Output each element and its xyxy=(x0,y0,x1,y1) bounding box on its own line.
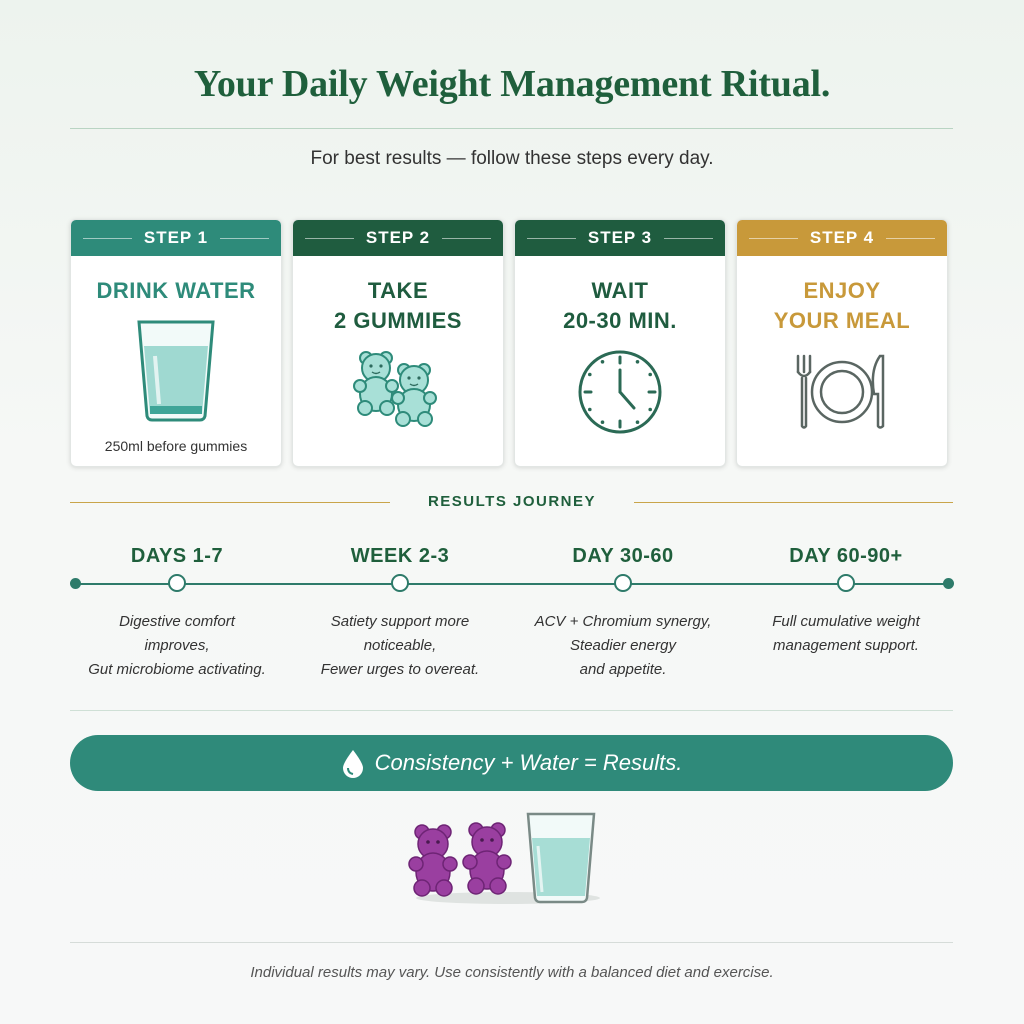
stage-title-3: DAY 30-60 xyxy=(572,545,674,567)
journey-label: RESULTS JOURNEY xyxy=(427,493,597,510)
footer-divider xyxy=(70,942,953,943)
step-header-2: STEP 2 xyxy=(293,220,503,256)
step-title-4-line-2: YOUR MEAL xyxy=(773,308,911,333)
timeline-node-2 xyxy=(391,574,409,592)
timeline-start-dot xyxy=(70,578,81,589)
step-header-1: STEP 1 xyxy=(71,220,281,256)
timeline-node-3 xyxy=(614,574,632,592)
step-title-1-line-1: DRINK WATER xyxy=(96,278,256,303)
banner-text: Consistency + Water = Results. xyxy=(374,750,683,775)
step-label-4: STEP 4 xyxy=(809,228,875,247)
journey-divider-right xyxy=(634,502,953,503)
page-subtitle: For best results — follow these steps ev… xyxy=(310,148,714,169)
water-glass-small-icon xyxy=(526,812,596,904)
step-title-3-line-1: WAIT xyxy=(591,278,649,303)
step-title-1: DRINK WATER xyxy=(71,276,281,306)
stage-desc-1-line-2: improves, xyxy=(144,637,210,654)
stage-desc-3-line-1: ACV + Chromium synergy, xyxy=(534,613,712,630)
stage-desc-2-line-2: noticeable, xyxy=(363,637,437,654)
stage-desc-4-line-2: management support. xyxy=(773,637,919,654)
timeline-line xyxy=(75,583,949,585)
disclaimer-text: Individual results may vary. Use consist… xyxy=(250,964,774,981)
gummy-bears-icon xyxy=(293,350,503,430)
stage-desc-2-line-3: Fewer urges to overeat. xyxy=(320,661,480,678)
stage-desc-4: Full cumulative weight management suppor… xyxy=(736,610,956,658)
stage-title-1: DAYS 1-7 xyxy=(130,545,224,567)
stage-desc-1: Digestive comfort improves, Gut microbio… xyxy=(67,610,287,682)
step-title-2-line-1: TAKE xyxy=(367,278,429,303)
step-note-1: 250ml before gummies xyxy=(104,438,248,454)
step-label-2: STEP 2 xyxy=(365,228,431,247)
stage-desc-2-line-1: Satiety support more xyxy=(330,613,470,630)
step-card-3: STEP 3 WAIT 20-30 MIN. xyxy=(514,219,726,467)
journey-divider-left xyxy=(70,502,390,503)
timeline-node-4 xyxy=(837,574,855,592)
step-header-4: STEP 4 xyxy=(737,220,947,256)
step-card-2: STEP 2 TAKE 2 GUMMIES xyxy=(292,219,504,467)
clock-icon xyxy=(515,348,725,436)
stage-desc-4-line-1: Full cumulative weight xyxy=(772,613,920,630)
step-card-1: STEP 1 DRINK WATER 250ml before gummies xyxy=(70,219,282,467)
timeline-end-dot xyxy=(943,578,954,589)
timeline-node-1 xyxy=(168,574,186,592)
water-drop-icon xyxy=(341,748,365,778)
banner-divider xyxy=(70,710,953,711)
step-title-3: WAIT 20-30 MIN. xyxy=(515,276,725,336)
purple-gummy-bear-icon xyxy=(408,824,458,897)
plate-cutlery-icon xyxy=(737,350,947,434)
step-title-3-line-2: 20-30 MIN. xyxy=(563,308,677,333)
stage-desc-3-line-3: and appetite. xyxy=(579,661,667,678)
stage-desc-3: ACV + Chromium synergy, Steadier energy … xyxy=(513,610,733,682)
consistency-banner: Consistency + Water = Results. xyxy=(70,735,953,791)
stage-desc-3-line-2: Steadier energy xyxy=(570,637,676,654)
stage-desc-1-line-1: Digestive comfort xyxy=(119,613,235,630)
stage-title-2: WEEK 2-3 xyxy=(350,545,450,567)
title-divider xyxy=(70,128,953,129)
step-title-2-line-2: 2 GUMMIES xyxy=(334,308,462,333)
water-glass-icon xyxy=(71,316,281,426)
step-header-3: STEP 3 xyxy=(515,220,725,256)
gummies-and-water-illustration xyxy=(408,812,618,912)
stage-desc-1-line-3: Gut microbiome activating. xyxy=(88,661,266,678)
stage-desc-2: Satiety support more noticeable, Fewer u… xyxy=(290,610,510,682)
step-label-1: STEP 1 xyxy=(143,228,209,247)
step-title-4-line-1: ENJOY xyxy=(803,278,881,303)
purple-gummy-bear-icon xyxy=(462,822,512,895)
step-card-4: STEP 4 ENJOY YOUR MEAL xyxy=(736,219,948,467)
step-title-2: TAKE 2 GUMMIES xyxy=(293,276,503,336)
step-title-4: ENJOY YOUR MEAL xyxy=(737,276,947,336)
step-label-3: STEP 3 xyxy=(587,228,653,247)
stage-title-4: DAY 60-90+ xyxy=(789,545,903,567)
page-title: Your Daily Weight Management Ritual. xyxy=(193,63,831,105)
